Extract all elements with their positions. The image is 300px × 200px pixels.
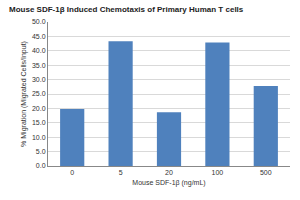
svg-text:100: 100	[212, 169, 224, 176]
svg-text:20.0: 20.0	[32, 105, 46, 112]
svg-text:5: 5	[119, 169, 123, 176]
svg-text:% Migration (Migrated Cells/In: % Migration (Migrated Cells/Input)	[20, 41, 28, 147]
svg-text:0.0: 0.0	[36, 162, 46, 169]
svg-text:30.0: 30.0	[32, 76, 46, 83]
svg-text:10.0: 10.0	[32, 134, 46, 141]
svg-text:25.0: 25.0	[32, 90, 46, 97]
svg-text:Mouse SDF-1β (ng/mL): Mouse SDF-1β (ng/mL)	[132, 179, 205, 187]
svg-text:20: 20	[165, 169, 173, 176]
svg-text:500: 500	[260, 169, 272, 176]
svg-text:5.0: 5.0	[36, 148, 46, 155]
svg-text:35.0: 35.0	[32, 62, 46, 69]
svg-text:50.0: 50.0	[32, 18, 46, 25]
svg-text:15.0: 15.0	[32, 119, 46, 126]
svg-text:Mouse SDF-1β Induced Chemotaxi: Mouse SDF-1β Induced Chemotaxis of Prima…	[9, 5, 244, 14]
svg-text:0: 0	[70, 169, 74, 176]
svg-text:40.0: 40.0	[32, 47, 46, 54]
svg-text:45.0: 45.0	[32, 33, 46, 40]
